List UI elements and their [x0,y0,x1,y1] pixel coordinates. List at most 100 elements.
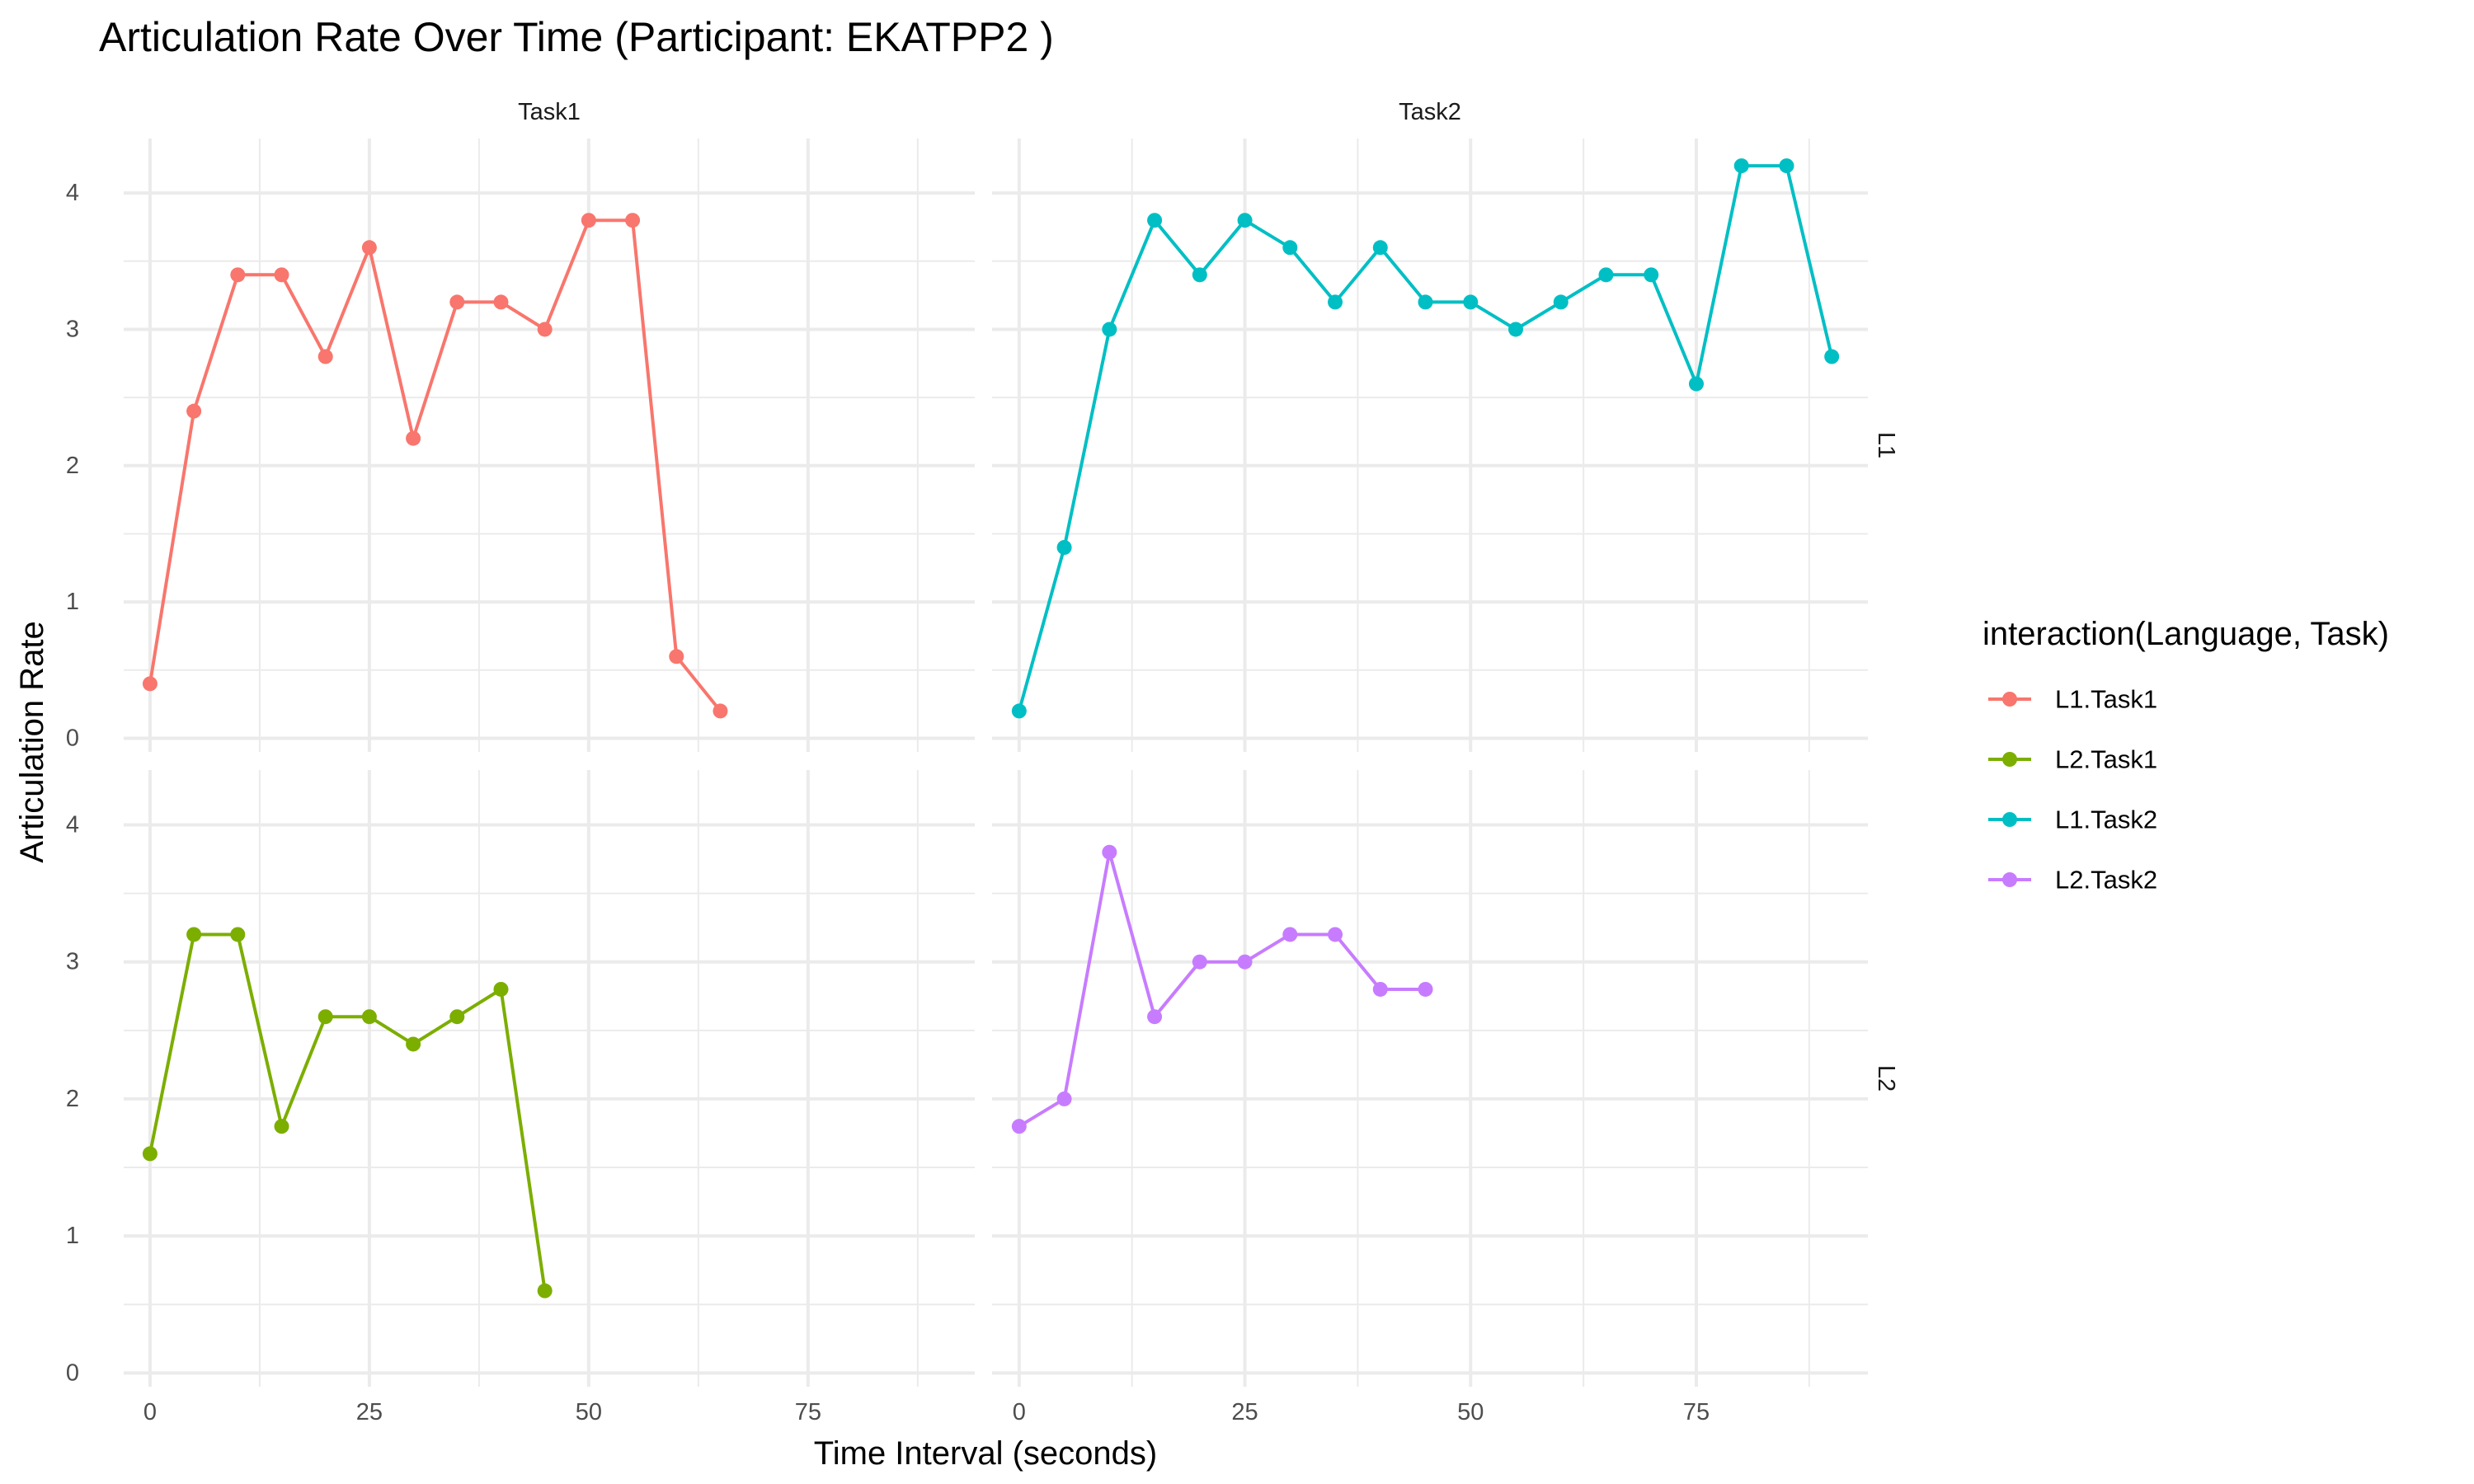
data-point-L2.Task2 [1372,981,1388,997]
data-point-L1.Task2 [1688,376,1704,392]
data-point-L2.Task2 [1237,954,1253,970]
data-point-L1.Task1 [274,267,289,283]
data-point-L1.Task2 [1733,158,1749,174]
y-axis-title: Articulation Rate [14,621,50,862]
data-point-L1.Task2 [1237,213,1253,228]
facet-row-label: L2 [1873,1065,1899,1092]
data-point-L1.Task2 [1553,294,1569,310]
data-point-L1.Task1 [449,294,465,310]
data-point-L1.Task2 [1598,267,1614,283]
data-point-L1.Task1 [625,213,641,228]
x-tick-label: 25 [356,1399,383,1425]
data-point-L1.Task1 [713,703,728,719]
facet-column-label: Task2 [1399,99,1461,125]
data-point-L1.Task2 [1011,703,1027,719]
facet-panel-L2-Task1 [124,770,975,1387]
x-tick-label: 75 [795,1399,821,1425]
y-tick-label: 2 [66,453,79,479]
data-point-L1.Task2 [1192,267,1207,283]
data-point-L1.Task2 [1508,322,1524,337]
data-point-L1.Task2 [1644,267,1659,283]
data-point-L1.Task2 [1824,349,1840,364]
x-tick-label: 75 [1683,1399,1710,1425]
series-line-L2.Task1 [148,932,547,1291]
data-point-L1.Task1 [581,213,596,228]
data-point-L2.Task2 [1102,844,1117,860]
series-line-L1.Task2 [1017,164,1834,711]
facet-column-label: Task1 [518,99,581,125]
y-tick-label: 1 [66,1223,79,1249]
data-point-L1.Task1 [142,676,158,692]
data-point-L2.Task1 [186,927,202,942]
legend-item-L2.Task2: L2.Task2 [1988,866,2157,895]
y-tick-label: 2 [66,1086,79,1112]
data-point-L1.Task2 [1147,213,1163,228]
y-tick-label: 3 [66,949,79,975]
facet-panel-L2-Task2 [992,770,1868,1387]
data-point-L2.Task2 [1147,1009,1163,1025]
legend-label: L2.Task1 [2055,745,2157,774]
data-point-L1.Task1 [537,322,553,337]
chart-title: Articulation Rate Over Time (Participant… [99,14,1054,60]
data-point-L2.Task1 [406,1036,421,1052]
data-point-L1.Task1 [230,267,246,283]
legend-item-L1.Task2: L1.Task2 [1988,805,2157,834]
data-point-L1.Task2 [1282,240,1298,256]
data-point-L2.Task2 [1192,954,1207,970]
data-point-L1.Task1 [317,349,333,364]
data-point-L1.Task2 [1418,294,1433,310]
series-line-L2.Task2 [1018,850,1426,1128]
data-point-L1.Task1 [493,294,509,310]
legend-key-point [2002,812,2017,827]
data-point-L1.Task2 [1372,240,1388,256]
x-tick-label: 0 [143,1399,157,1425]
facet-row-label: L1 [1873,432,1899,458]
data-point-L1.Task2 [1056,540,1072,555]
data-point-L1.Task2 [1328,294,1343,310]
data-point-L1.Task1 [406,430,421,446]
data-point-L1.Task1 [669,649,684,665]
data-point-L2.Task1 [361,1009,377,1025]
y-tick-label: 4 [66,180,79,206]
legend-title: interaction(Language, Task) [1982,616,2389,652]
data-point-L2.Task1 [537,1283,553,1298]
legend-key-point [2002,752,2017,767]
legend: interaction(Language, Task) L1.Task1 L2.T… [1982,616,2389,895]
facet-panel-L1-Task1 [124,139,975,752]
data-point-L2.Task2 [1282,927,1298,942]
data-point-L2.Task1 [317,1009,333,1025]
legend-key-point [2002,872,2017,887]
legend-items: L1.Task1 L2.Task1 L1.Task2 L2.Task2 [1988,685,2157,895]
data-point-L2.Task1 [142,1146,158,1162]
x-tick-label: 50 [1457,1399,1484,1425]
x-axis-title: Time Interval (seconds) [814,1435,1157,1472]
legend-item-L2.Task1: L2.Task1 [1988,745,2157,774]
facet-panel-L1-Task2 [992,139,1868,752]
y-tick-label: 0 [66,1360,79,1386]
data-point-L2.Task2 [1418,981,1433,997]
legend-label: L1.Task1 [2055,685,2157,714]
data-point-L1.Task2 [1779,158,1794,174]
data-point-L2.Task1 [274,1119,289,1134]
legend-item-L1.Task1: L1.Task1 [1988,685,2157,714]
x-tick-label: 25 [1231,1399,1258,1425]
data-point-L1.Task1 [361,240,377,256]
legend-label: L2.Task2 [2055,866,2157,895]
x-tick-label: 0 [1013,1399,1026,1425]
y-tick-label: 4 [66,811,79,838]
data-point-L1.Task1 [186,403,202,419]
data-point-L2.Task2 [1011,1119,1027,1134]
data-point-L2.Task1 [230,927,246,942]
legend-label: L1.Task2 [2055,805,2157,834]
data-point-L2.Task1 [449,1009,465,1025]
data-point-L2.Task2 [1056,1091,1072,1106]
data-point-L1.Task2 [1102,322,1117,337]
data-point-L1.Task2 [1463,294,1479,310]
y-tick-label: 3 [66,316,79,342]
facet-panels: Task1 Task2 L1 L2 0 1 2 3 4 0 1 2 3 4 0 25 50 75 0 25 50 75 [66,99,1899,1425]
data-point-L2.Task1 [493,981,509,997]
y-tick-label: 0 [66,725,79,751]
y-tick-label: 1 [66,589,79,615]
x-tick-label: 50 [576,1399,602,1425]
